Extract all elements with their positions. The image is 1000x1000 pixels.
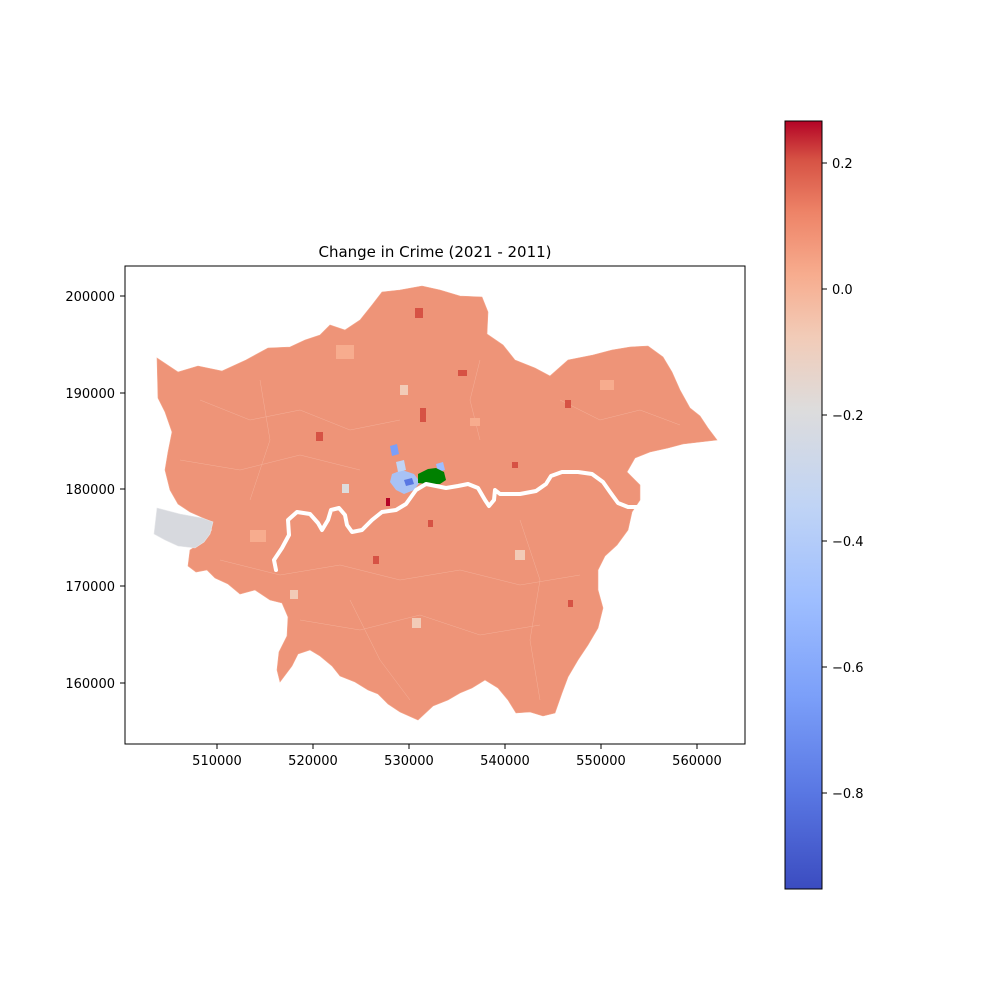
map-title: Change in Crime (2021 - 2011) bbox=[318, 243, 551, 261]
central-region bbox=[390, 444, 445, 494]
ward-variations bbox=[250, 308, 614, 628]
y-tick-label: 170000 bbox=[65, 580, 115, 595]
map-area bbox=[153, 285, 718, 721]
river-thames bbox=[272, 470, 642, 572]
y-tick-label: 190000 bbox=[65, 387, 115, 402]
x-axis: 510000 520000 530000 540000 550000 56000… bbox=[192, 744, 722, 769]
x-tick-label: 560000 bbox=[672, 754, 722, 769]
x-tick-label: 550000 bbox=[576, 754, 626, 769]
colorbar-tick-label: −0.2 bbox=[832, 409, 864, 424]
ward-boundaries bbox=[179, 359, 681, 701]
y-tick-label: 160000 bbox=[65, 677, 115, 692]
city-of-london bbox=[418, 468, 446, 484]
y-tick-label: 180000 bbox=[65, 483, 115, 498]
colorbar-tick-label: −0.8 bbox=[832, 787, 864, 802]
colorbar-tick-label: −0.4 bbox=[832, 535, 864, 550]
x-tick-label: 520000 bbox=[288, 754, 338, 769]
colorbar-tick-label: 0.0 bbox=[832, 283, 853, 298]
x-tick-label: 530000 bbox=[384, 754, 434, 769]
axes-frame bbox=[124, 265, 746, 745]
colorbar-tick-label: 0.2 bbox=[832, 157, 853, 172]
x-tick-label: 510000 bbox=[192, 754, 242, 769]
london-boundary bbox=[156, 285, 718, 721]
y-tick-label: 200000 bbox=[65, 290, 115, 305]
y-axis: 200000 190000 180000 170000 160000 bbox=[65, 290, 125, 692]
x-tick-label: 540000 bbox=[480, 754, 530, 769]
colorbar-tick-label: −0.6 bbox=[832, 661, 864, 676]
colorbar-gradient bbox=[784, 120, 823, 890]
west-region bbox=[153, 507, 214, 549]
colorbar: 0.2 0.0 −0.2 −0.4 −0.6 −0.8 bbox=[784, 120, 864, 890]
